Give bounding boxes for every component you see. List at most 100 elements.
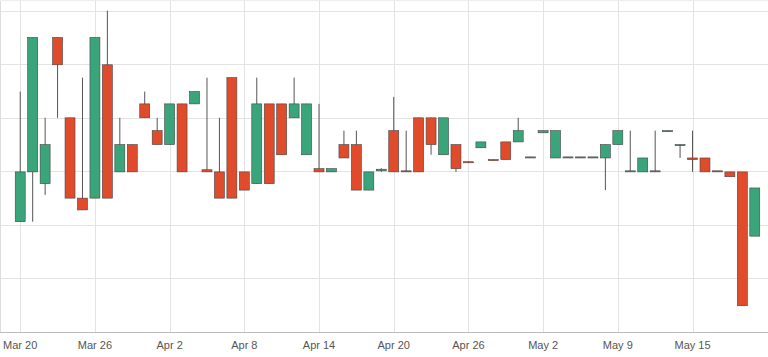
candle <box>663 131 673 132</box>
candle <box>202 78 212 172</box>
grid-line-y <box>0 11 768 12</box>
candle <box>40 118 50 195</box>
candle <box>750 188 760 236</box>
candle-body <box>401 171 411 172</box>
candle <box>65 118 75 198</box>
candle <box>725 172 735 177</box>
candle-body <box>463 162 473 163</box>
candle <box>538 131 548 133</box>
candle-body <box>725 172 735 177</box>
candle-body <box>563 157 573 158</box>
candle <box>526 157 536 158</box>
candle-body <box>227 78 237 198</box>
candle <box>277 104 287 155</box>
candle <box>439 118 449 155</box>
candle <box>426 118 436 155</box>
x-tick-label: Mar 26 <box>78 339 112 351</box>
candle <box>302 104 312 155</box>
candle-body <box>625 171 635 172</box>
candle <box>376 168 386 172</box>
grid-line-x <box>618 0 619 332</box>
candles <box>15 11 760 306</box>
candle-body <box>364 172 374 190</box>
candle <box>351 131 361 190</box>
candle <box>190 92 200 104</box>
candle <box>127 145 137 172</box>
grid-line-x <box>319 0 320 332</box>
candle-wick <box>655 131 656 172</box>
candle-body <box>737 172 747 306</box>
x-tick-label: May 9 <box>603 339 633 351</box>
x-tick-label: Apr 26 <box>452 339 484 351</box>
grid-line-x <box>543 0 544 332</box>
candle <box>700 158 710 172</box>
plot-top-line <box>0 0 768 1</box>
candle-wick <box>319 104 320 172</box>
candle <box>688 131 698 172</box>
candle-body <box>551 131 561 158</box>
candle-body <box>127 145 137 172</box>
candle <box>15 92 25 222</box>
candle-body <box>190 92 200 104</box>
candle-wick <box>680 145 681 158</box>
candle-body <box>214 172 224 198</box>
candle-body <box>90 37 100 198</box>
candle-body <box>77 198 87 210</box>
candle <box>264 104 274 184</box>
candle <box>551 131 561 158</box>
candle-body <box>15 172 25 222</box>
candle-body <box>600 145 610 158</box>
candle <box>140 92 150 118</box>
candle-body <box>650 171 660 172</box>
candle <box>227 78 237 198</box>
candle-body <box>750 188 760 236</box>
grid-line-y <box>0 278 768 279</box>
x-tick-label: Apr 2 <box>156 339 182 351</box>
candle <box>613 131 623 145</box>
candle <box>463 162 473 163</box>
candle-wick <box>206 78 207 172</box>
candle <box>102 11 112 198</box>
candle <box>289 78 299 118</box>
candle-body <box>501 142 511 160</box>
candle-body <box>40 145 50 184</box>
candle-wick <box>82 78 83 210</box>
candle-body <box>451 145 461 169</box>
candle <box>165 104 175 145</box>
candle <box>563 157 573 158</box>
candle-body <box>638 158 648 172</box>
candle-body <box>65 118 75 198</box>
candle-body <box>476 142 486 148</box>
candle-body <box>264 104 274 184</box>
candle <box>252 78 262 184</box>
grid-line-x <box>693 0 694 332</box>
candle <box>712 171 722 172</box>
x-tick-label: Mar 20 <box>3 339 37 351</box>
candle <box>501 142 511 160</box>
y-range-line <box>0 0 1 332</box>
candle <box>513 118 523 142</box>
candle <box>53 37 63 117</box>
grid-line-x <box>170 0 171 332</box>
x-axis-line <box>0 332 768 333</box>
candle <box>675 145 685 158</box>
x-tick-label: Apr 8 <box>231 339 257 351</box>
x-tick-label: Apr 14 <box>303 339 335 351</box>
candle-wick <box>692 131 693 172</box>
candle-body <box>426 118 436 145</box>
candle-body <box>389 131 399 172</box>
candle-body <box>339 145 349 158</box>
candle-body <box>663 131 673 132</box>
candle <box>28 37 38 221</box>
candle-body <box>700 158 710 172</box>
grid-line-y <box>0 225 768 226</box>
candle-wick <box>630 131 631 172</box>
candle <box>364 172 374 190</box>
candle <box>90 37 100 198</box>
grid-line-x <box>244 0 245 332</box>
candle-body <box>376 169 386 171</box>
chart-root: Mar 20Mar 26Apr 2Apr 8Apr 14Apr 20Apr 26… <box>0 0 768 357</box>
candle-wick <box>406 131 407 172</box>
candle-body <box>239 172 249 190</box>
candle-body <box>439 118 449 155</box>
